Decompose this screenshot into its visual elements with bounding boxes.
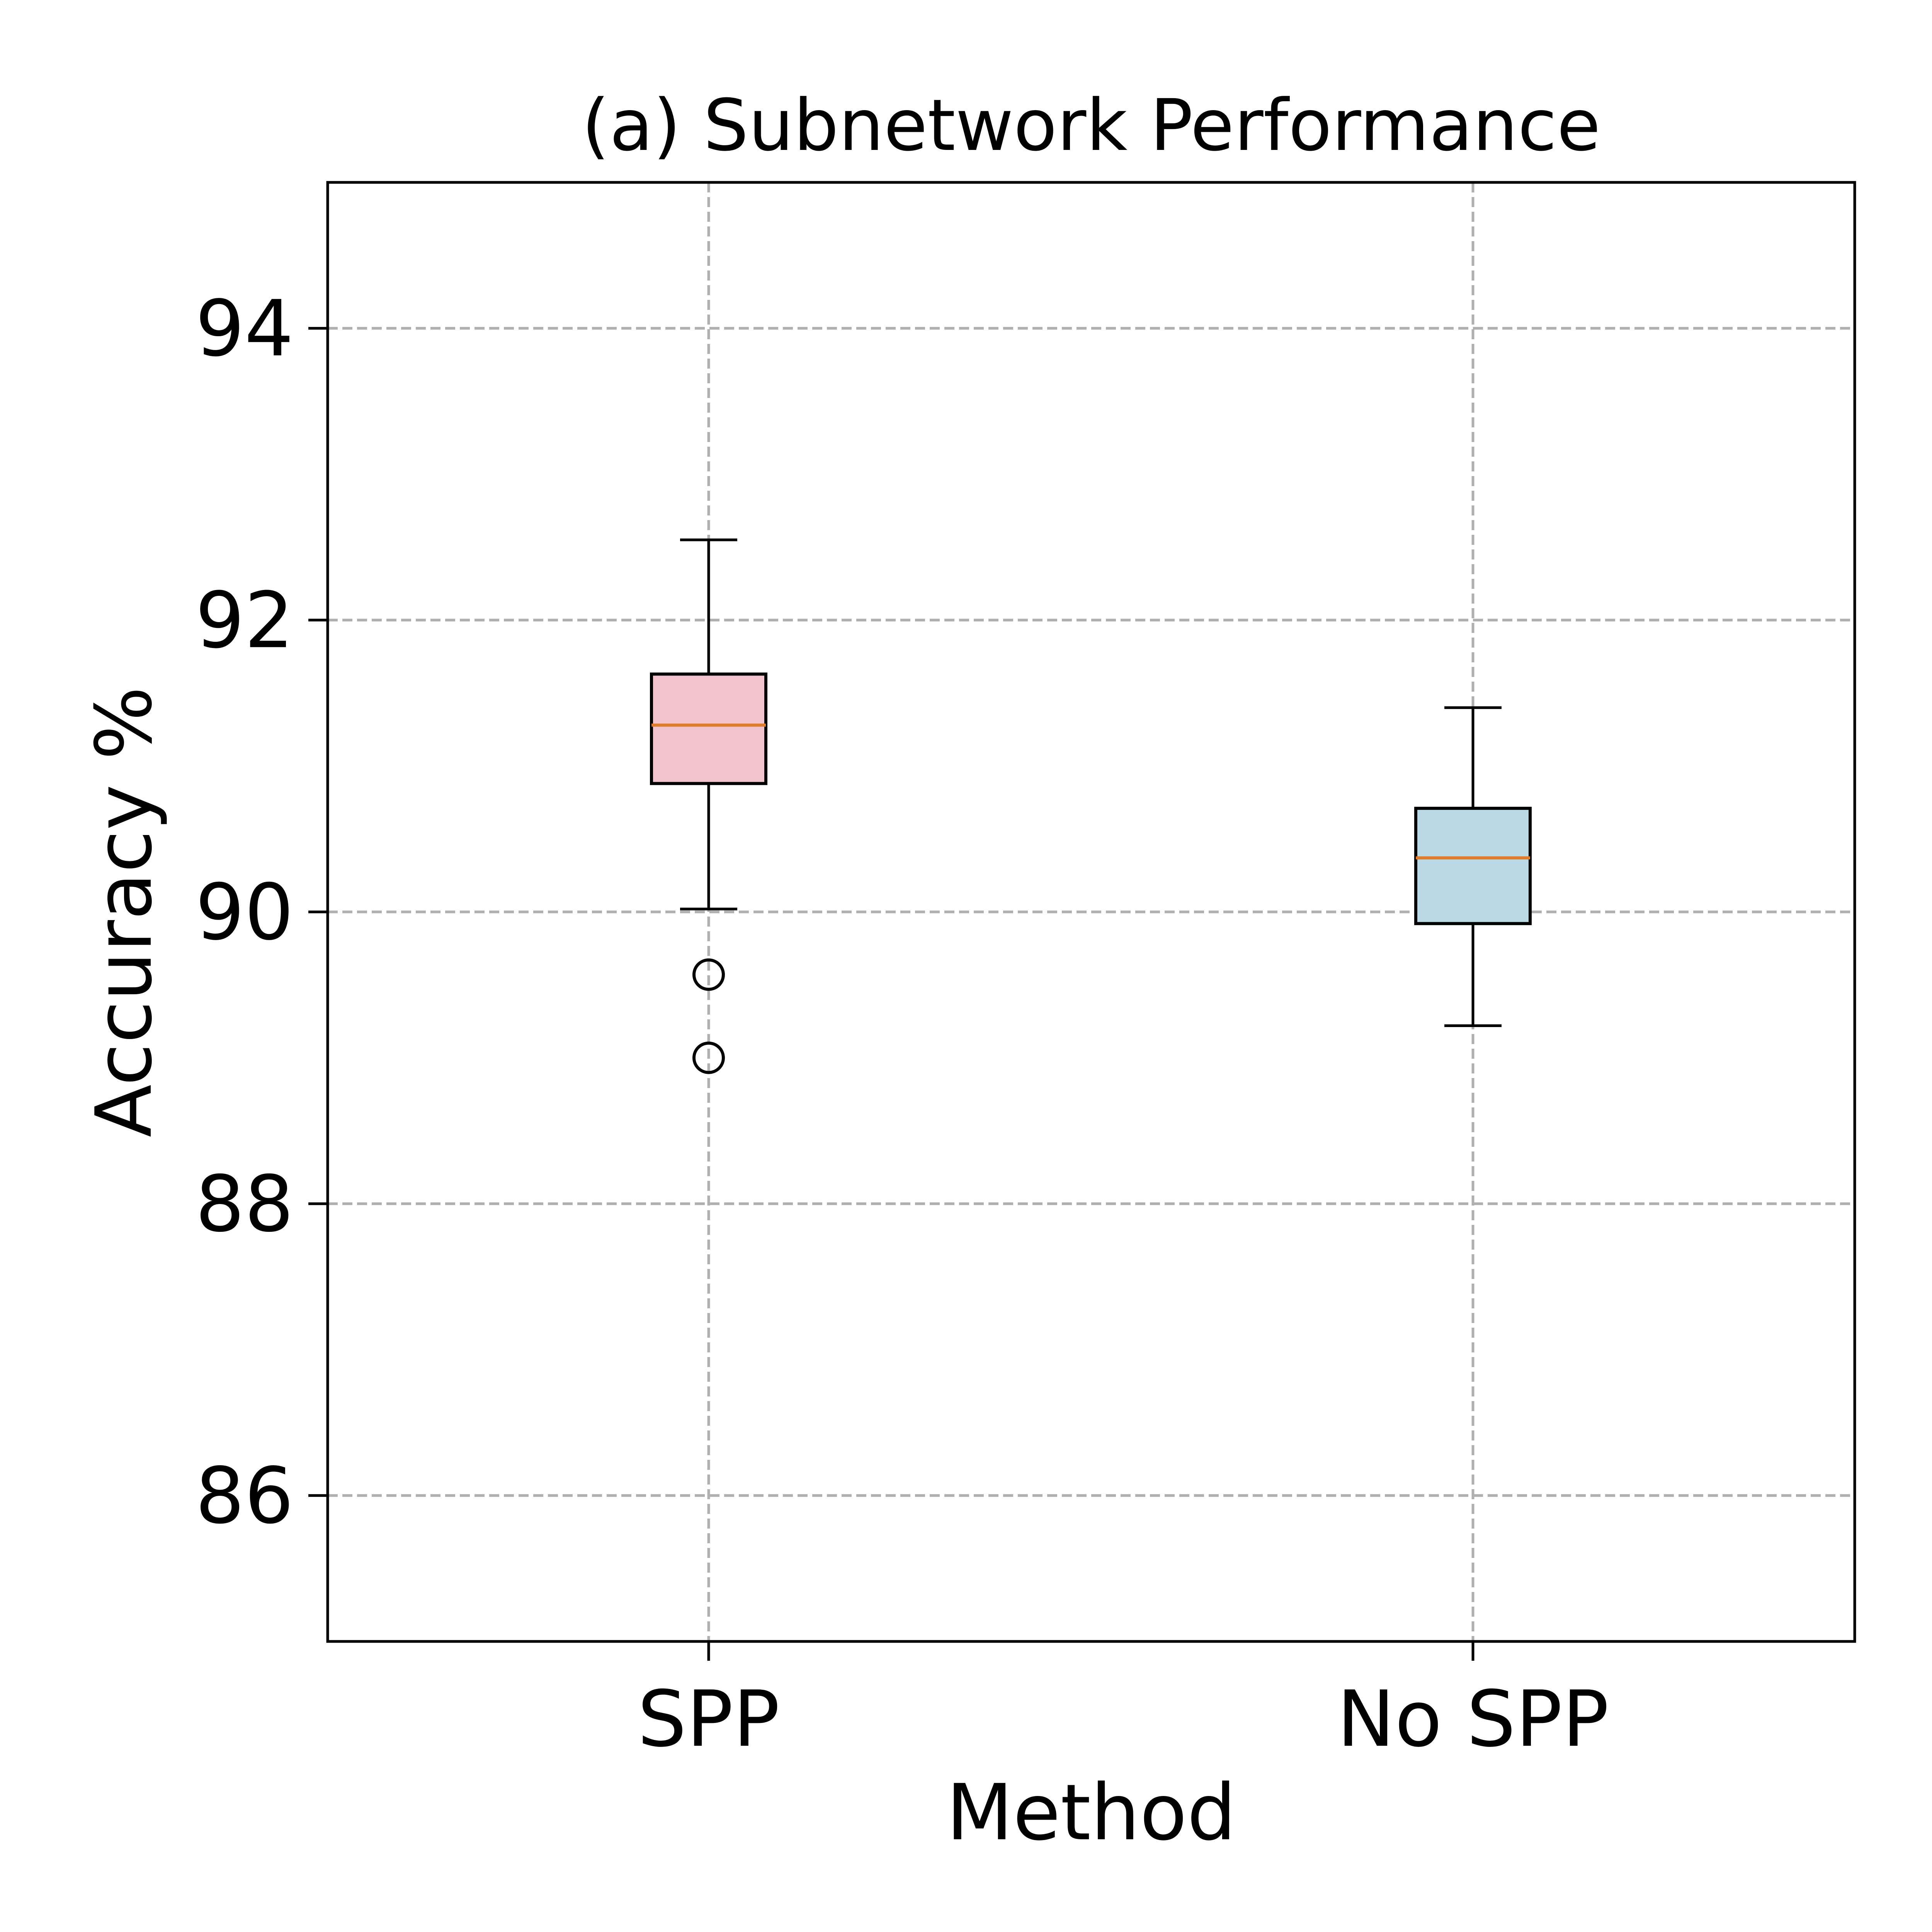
x-tick-label: No SPP <box>1337 1674 1609 1764</box>
outlier-point <box>692 1041 725 1074</box>
grid-layer <box>328 182 1855 1641</box>
box-iqr <box>1414 806 1532 925</box>
box-iqr <box>650 672 767 785</box>
outlier-point <box>692 958 725 991</box>
y-tick-label: 94 <box>196 284 294 374</box>
x-tick-label: SPP <box>638 1674 780 1764</box>
x-axis-label: Method <box>946 1768 1236 1858</box>
chart-title: (a) Subnetwork Performance <box>582 84 1601 167</box>
y-axis-label: Accuracy % <box>79 687 169 1138</box>
box-layer <box>650 538 1532 1074</box>
y-tick-label: 90 <box>196 867 294 957</box>
tick-layer: 86 88 90 92 94 SPP No SPP <box>196 284 1609 1764</box>
y-tick-label: 88 <box>196 1159 294 1249</box>
y-tick-label: 86 <box>196 1451 294 1541</box>
y-tick-label: 92 <box>196 576 294 666</box>
